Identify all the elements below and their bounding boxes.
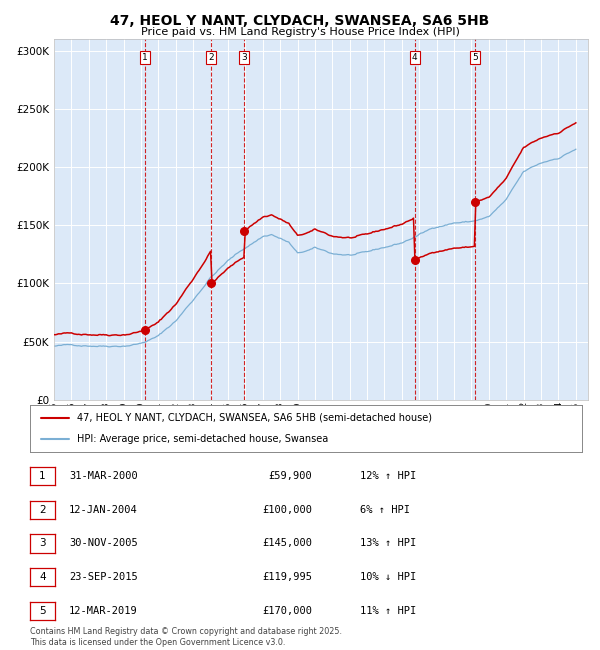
Text: 1: 1	[142, 53, 148, 62]
Text: 13% ↑ HPI: 13% ↑ HPI	[360, 538, 416, 549]
Text: 31-MAR-2000: 31-MAR-2000	[69, 471, 138, 481]
Text: 47, HEOL Y NANT, CLYDACH, SWANSEA, SA6 5HB (semi-detached house): 47, HEOL Y NANT, CLYDACH, SWANSEA, SA6 5…	[77, 413, 432, 422]
Text: £119,995: £119,995	[262, 572, 312, 582]
Text: 12-JAN-2004: 12-JAN-2004	[69, 504, 138, 515]
Text: 3: 3	[241, 53, 247, 62]
Text: £145,000: £145,000	[262, 538, 312, 549]
Text: £170,000: £170,000	[262, 606, 312, 616]
Text: 10% ↓ HPI: 10% ↓ HPI	[360, 572, 416, 582]
Text: 12-MAR-2019: 12-MAR-2019	[69, 606, 138, 616]
Text: £59,900: £59,900	[268, 471, 312, 481]
Text: 5: 5	[472, 53, 478, 62]
Text: 23-SEP-2015: 23-SEP-2015	[69, 572, 138, 582]
Text: HPI: Average price, semi-detached house, Swansea: HPI: Average price, semi-detached house,…	[77, 434, 328, 444]
Text: 12% ↑ HPI: 12% ↑ HPI	[360, 471, 416, 481]
Text: 5: 5	[39, 606, 46, 616]
Text: 30-NOV-2005: 30-NOV-2005	[69, 538, 138, 549]
Text: £100,000: £100,000	[262, 504, 312, 515]
Text: 4: 4	[412, 53, 418, 62]
Text: Contains HM Land Registry data © Crown copyright and database right 2025.
This d: Contains HM Land Registry data © Crown c…	[30, 627, 342, 647]
Text: 2: 2	[39, 504, 46, 515]
Text: 2: 2	[208, 53, 214, 62]
Text: 3: 3	[39, 538, 46, 549]
Text: 11% ↑ HPI: 11% ↑ HPI	[360, 606, 416, 616]
Text: 47, HEOL Y NANT, CLYDACH, SWANSEA, SA6 5HB: 47, HEOL Y NANT, CLYDACH, SWANSEA, SA6 5…	[110, 14, 490, 29]
Text: Price paid vs. HM Land Registry's House Price Index (HPI): Price paid vs. HM Land Registry's House …	[140, 27, 460, 37]
Text: 4: 4	[39, 572, 46, 582]
Text: 1: 1	[39, 471, 46, 481]
Text: 6% ↑ HPI: 6% ↑ HPI	[360, 504, 410, 515]
